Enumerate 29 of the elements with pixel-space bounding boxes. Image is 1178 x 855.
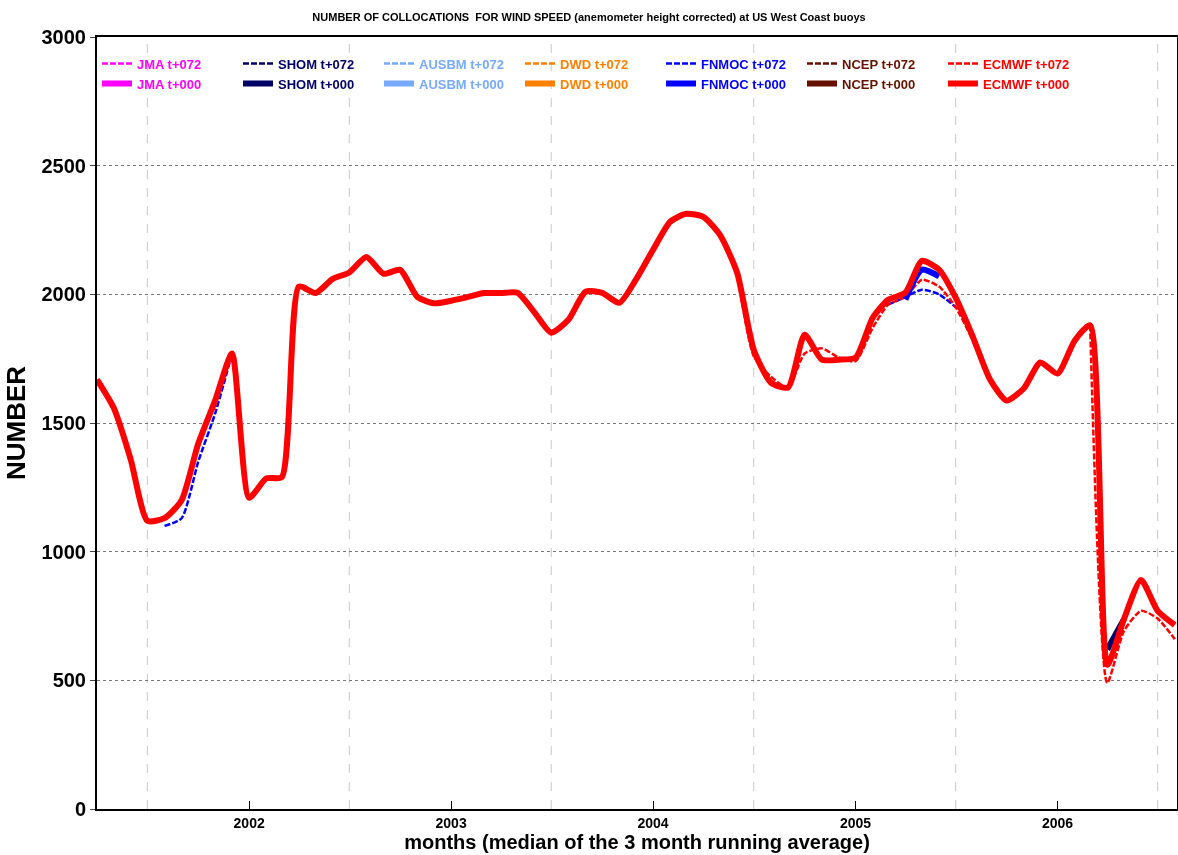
legend-label: NCEP t+000: [842, 76, 916, 92]
chart-title: NUMBER OF COLLOCATIONS FOR WIND SPEED (anemometer height corrected) at US West Coast buoys: [312, 10, 866, 23]
legend-label: SHOM t+072: [278, 56, 355, 72]
x-axis-title: months (median of the 3 month running average): [404, 830, 870, 853]
y-tick-label: 1500: [41, 412, 86, 434]
legend-label: FNMOC t+072: [701, 56, 786, 72]
legend-label: FNMOC t+000: [701, 76, 786, 92]
legend-label: ECMWF t+000: [983, 76, 1070, 92]
x-tick-label: 2004: [637, 814, 669, 831]
y-tick-label: 500: [52, 669, 86, 692]
legend-label: SHOM t+000: [278, 76, 355, 92]
y-tick-label: 0: [74, 798, 86, 820]
legend-label: ECMWF t+072: [983, 56, 1070, 72]
y-tick-label: 3000: [41, 26, 86, 48]
x-tick-label: 2006: [1041, 814, 1074, 831]
legend-label: DWD t+072: [560, 56, 629, 72]
y-tick-label: 2500: [41, 154, 86, 177]
legend-label: NCEP t+072: [842, 56, 916, 72]
x-tick-label: 2003: [435, 814, 467, 831]
y-axis-title: NUMBER: [1, 365, 32, 481]
x-tick-label: 2002: [233, 814, 265, 831]
legend-label: JMA t+072: [137, 56, 202, 72]
y-tick-label: 2000: [41, 283, 86, 306]
x-tick-label: 2005: [839, 814, 872, 831]
legend-label: AUSBM t+072: [419, 56, 504, 72]
legend-label: AUSBM t+000: [419, 76, 504, 92]
legend-label: DWD t+000: [560, 76, 629, 92]
legend-label: JMA t+000: [137, 76, 202, 92]
y-tick-label: 1000: [41, 540, 86, 563]
